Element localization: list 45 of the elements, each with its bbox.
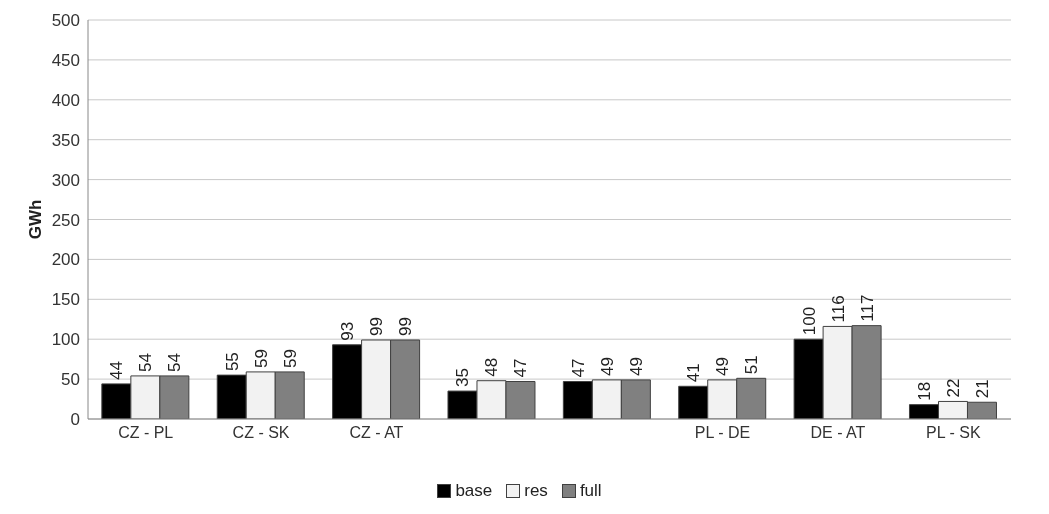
data-label: 93 xyxy=(338,321,358,341)
y-axis-title: GWh xyxy=(26,199,46,240)
legend-label: full xyxy=(579,481,602,501)
y-tick-label: 0 xyxy=(70,410,80,430)
data-label: 22 xyxy=(943,378,963,398)
data-label: 99 xyxy=(396,317,416,336)
x-tick-label: PL - DE xyxy=(694,424,751,442)
data-label: 44 xyxy=(107,360,127,380)
data-label: 117 xyxy=(857,294,877,322)
data-label: 99 xyxy=(367,317,387,336)
data-label: 35 xyxy=(453,368,473,388)
data-label: 41 xyxy=(684,363,704,383)
data-label: 59 xyxy=(251,349,271,368)
data-label: 47 xyxy=(568,358,588,378)
y-tick-label: 150 xyxy=(51,290,80,310)
data-label: 47 xyxy=(511,358,531,378)
x-tick-label: DE - AT xyxy=(810,424,866,442)
y-tick-label: 50 xyxy=(61,370,80,390)
legend-label: res xyxy=(524,481,548,501)
y-tick-label: 100 xyxy=(51,330,80,350)
data-label: 116 xyxy=(828,295,848,323)
data-label: 18 xyxy=(914,381,934,401)
data-label: 49 xyxy=(597,356,617,376)
x-tick-label: CZ - AT xyxy=(349,424,404,442)
y-tick-label: 450 xyxy=(51,50,80,70)
y-tick-label: 250 xyxy=(51,210,80,230)
data-label: 55 xyxy=(222,352,242,372)
data-label: 51 xyxy=(742,355,762,375)
data-label: 54 xyxy=(165,352,185,372)
y-tick-label: 200 xyxy=(51,250,80,270)
x-tick-label: CZ - SK xyxy=(232,424,290,442)
data-label: 54 xyxy=(136,352,156,372)
x-tick-label: PL - SK xyxy=(926,424,981,442)
data-label: 100 xyxy=(799,306,819,336)
data-label: 48 xyxy=(482,357,502,377)
y-tick-label: 500 xyxy=(51,11,80,31)
data-label: 21 xyxy=(972,379,992,399)
data-label: 49 xyxy=(626,356,646,376)
legend-label: base xyxy=(455,481,493,501)
data-label: 59 xyxy=(280,349,300,368)
x-tick-label: CZ - PL xyxy=(118,424,174,442)
y-tick-label: 350 xyxy=(51,130,80,150)
y-tick-label: 300 xyxy=(51,170,80,190)
data-label: 49 xyxy=(713,356,733,376)
y-tick-label: 400 xyxy=(51,90,80,110)
